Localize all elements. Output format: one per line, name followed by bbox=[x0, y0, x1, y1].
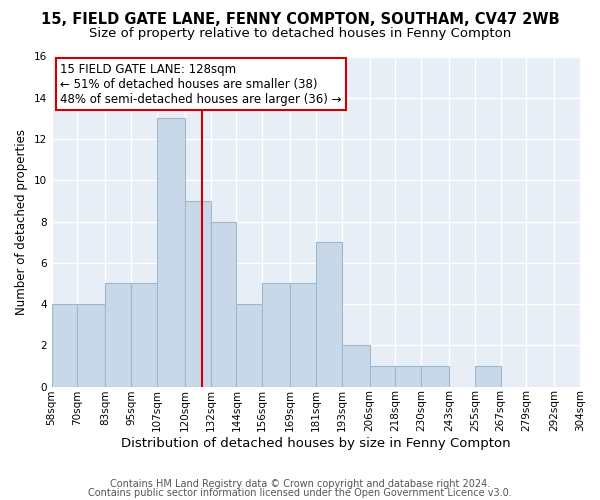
Bar bbox=[157, 118, 185, 386]
Text: 15, FIELD GATE LANE, FENNY COMPTON, SOUTHAM, CV47 2WB: 15, FIELD GATE LANE, FENNY COMPTON, SOUT… bbox=[41, 12, 559, 28]
Bar bbox=[290, 284, 316, 387]
Bar bbox=[106, 284, 131, 387]
X-axis label: Distribution of detached houses by size in Fenny Compton: Distribution of detached houses by size … bbox=[121, 437, 511, 450]
Bar bbox=[77, 304, 106, 386]
Bar bbox=[236, 304, 262, 386]
Bar bbox=[421, 366, 449, 386]
Bar bbox=[185, 201, 211, 386]
Bar bbox=[211, 222, 236, 386]
Bar bbox=[475, 366, 500, 386]
Text: Size of property relative to detached houses in Fenny Compton: Size of property relative to detached ho… bbox=[89, 28, 511, 40]
Y-axis label: Number of detached properties: Number of detached properties bbox=[15, 128, 28, 314]
Text: Contains public sector information licensed under the Open Government Licence v3: Contains public sector information licen… bbox=[88, 488, 512, 498]
Bar bbox=[316, 242, 341, 386]
Bar bbox=[370, 366, 395, 386]
Text: 15 FIELD GATE LANE: 128sqm
← 51% of detached houses are smaller (38)
48% of semi: 15 FIELD GATE LANE: 128sqm ← 51% of deta… bbox=[60, 62, 342, 106]
Bar bbox=[341, 346, 370, 387]
Bar bbox=[395, 366, 421, 386]
Bar bbox=[262, 284, 290, 387]
Text: Contains HM Land Registry data © Crown copyright and database right 2024.: Contains HM Land Registry data © Crown c… bbox=[110, 479, 490, 489]
Bar bbox=[131, 284, 157, 387]
Bar bbox=[52, 304, 77, 386]
